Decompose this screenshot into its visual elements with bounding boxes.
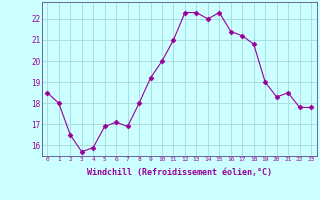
X-axis label: Windchill (Refroidissement éolien,°C): Windchill (Refroidissement éolien,°C) — [87, 168, 272, 177]
